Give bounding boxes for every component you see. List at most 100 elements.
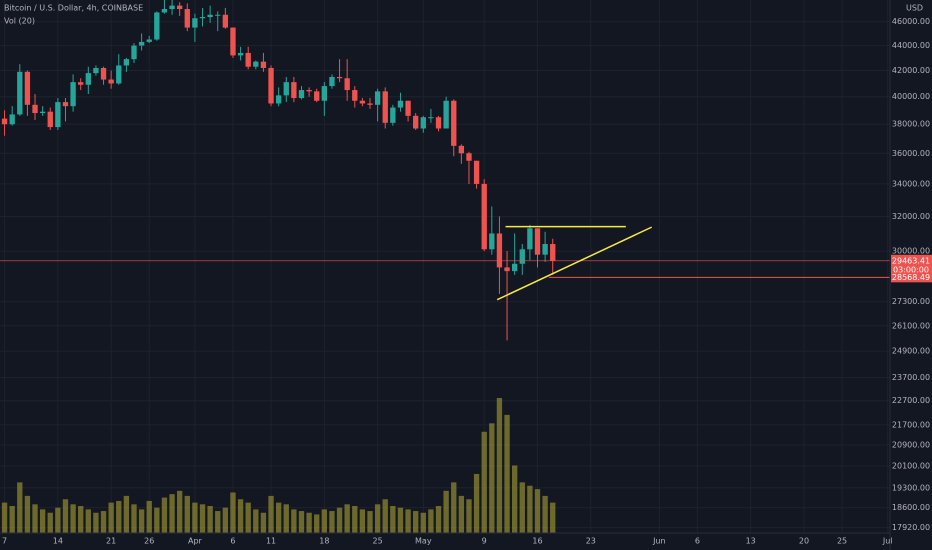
x-tick-label: 14	[53, 537, 63, 546]
volume-bar	[329, 511, 335, 533]
candle-body	[199, 17, 206, 19]
volume-bar	[177, 490, 183, 533]
y-tick-label: 26100.00	[892, 321, 930, 330]
y-tick-label: 20100.00	[892, 461, 930, 470]
candle-body	[473, 160, 480, 184]
volume-bar	[9, 506, 15, 533]
volume-bar	[138, 509, 145, 533]
volume-bar	[413, 511, 419, 533]
y-tick-label: 46000.00	[892, 17, 930, 26]
volume-bar	[443, 490, 449, 533]
candle-body	[245, 52, 251, 67]
volume-bar	[428, 509, 434, 533]
candle-body	[85, 73, 91, 85]
candle-body	[435, 117, 442, 129]
candle-body	[283, 82, 289, 96]
candle-body	[237, 52, 244, 56]
volume-bar	[382, 499, 388, 533]
candle-body	[39, 111, 46, 114]
candle-body	[177, 5, 183, 10]
volume-bar	[534, 489, 541, 533]
candle-body	[458, 145, 465, 154]
candle-body	[352, 90, 358, 101]
candle-body	[336, 76, 343, 79]
volume-bar	[169, 494, 175, 533]
y-tick-label: 44000.00	[892, 41, 930, 50]
candle-body	[428, 117, 434, 119]
candle-body	[1, 118, 8, 125]
volume-bar	[1, 502, 8, 533]
grid	[0, 0, 890, 533]
y-tick-label: 32000.00	[892, 212, 930, 221]
chart-title: Bitcoin / U.S. Dollar, 4h, COINBASE	[4, 4, 143, 13]
volume-bar	[39, 509, 46, 533]
candle-body	[123, 59, 130, 66]
x-tick-label: Jun	[652, 537, 666, 546]
volume-bar	[78, 506, 84, 533]
last-price-box	[891, 254, 932, 275]
y-tick-label: 36000.00	[892, 149, 930, 158]
y-tick-label: 27300.00	[892, 297, 930, 306]
indicator-label: Vol (20)	[4, 17, 35, 26]
candle-body	[367, 103, 373, 105]
candle-body	[511, 263, 518, 272]
volume-bar	[161, 497, 168, 533]
candle-body	[550, 243, 556, 261]
volume-bar	[24, 495, 31, 533]
candle-body	[116, 65, 122, 84]
volume-bar	[344, 504, 350, 533]
candle-body	[496, 233, 503, 268]
volume-pane	[1, 398, 556, 533]
candle-body	[481, 183, 487, 250]
candle-body	[47, 111, 53, 128]
volume-bar	[131, 504, 137, 533]
candle-body	[9, 114, 15, 125]
y-tick-label: 30000.00	[892, 247, 930, 256]
volume-bar	[511, 465, 518, 533]
volume-bar	[55, 507, 61, 533]
y-tick-label: 20900.00	[892, 441, 930, 450]
candle-body	[169, 5, 175, 10]
candle-body	[275, 95, 282, 104]
price-line-label: 28568.49	[892, 273, 930, 282]
volume-bar	[306, 512, 312, 533]
candle-body	[397, 100, 404, 108]
volume-bar	[70, 504, 76, 533]
candle-body	[413, 115, 419, 129]
candle-body	[192, 18, 198, 28]
volume-bar	[359, 509, 366, 533]
x-tick-label: 18	[319, 537, 329, 546]
volume-bar	[519, 482, 525, 533]
candle-body	[344, 78, 350, 91]
x-tick-label: May	[415, 537, 432, 546]
candle-body	[359, 100, 366, 104]
candle-body	[534, 228, 541, 255]
volume-bar	[245, 502, 251, 533]
y-tick-label: 24900.00	[892, 347, 930, 356]
x-tick-label: 11	[266, 537, 276, 546]
trend-line	[496, 226, 653, 301]
volume-bar	[504, 414, 510, 533]
x-tick-label: 6	[695, 537, 700, 546]
candle-body	[100, 67, 107, 80]
candles	[1, 0, 556, 341]
y-tick-label: 38000.00	[892, 120, 930, 129]
candle-body	[420, 117, 426, 129]
candle-body	[32, 104, 38, 114]
volume-bar	[367, 511, 373, 533]
volume-bar	[184, 495, 190, 533]
candle-body	[131, 45, 137, 60]
volume-bar	[298, 511, 305, 533]
volume-bar	[199, 504, 206, 533]
candle-body	[230, 27, 236, 56]
x-tick-label: 25	[373, 537, 383, 546]
volume-bar	[435, 506, 442, 533]
countdown-label: 03:00:00	[893, 265, 929, 274]
candle-body	[62, 102, 69, 107]
volume-bar	[397, 507, 404, 533]
candle-body	[268, 67, 274, 104]
volume-bar	[466, 499, 472, 533]
candle-body	[329, 76, 335, 87]
